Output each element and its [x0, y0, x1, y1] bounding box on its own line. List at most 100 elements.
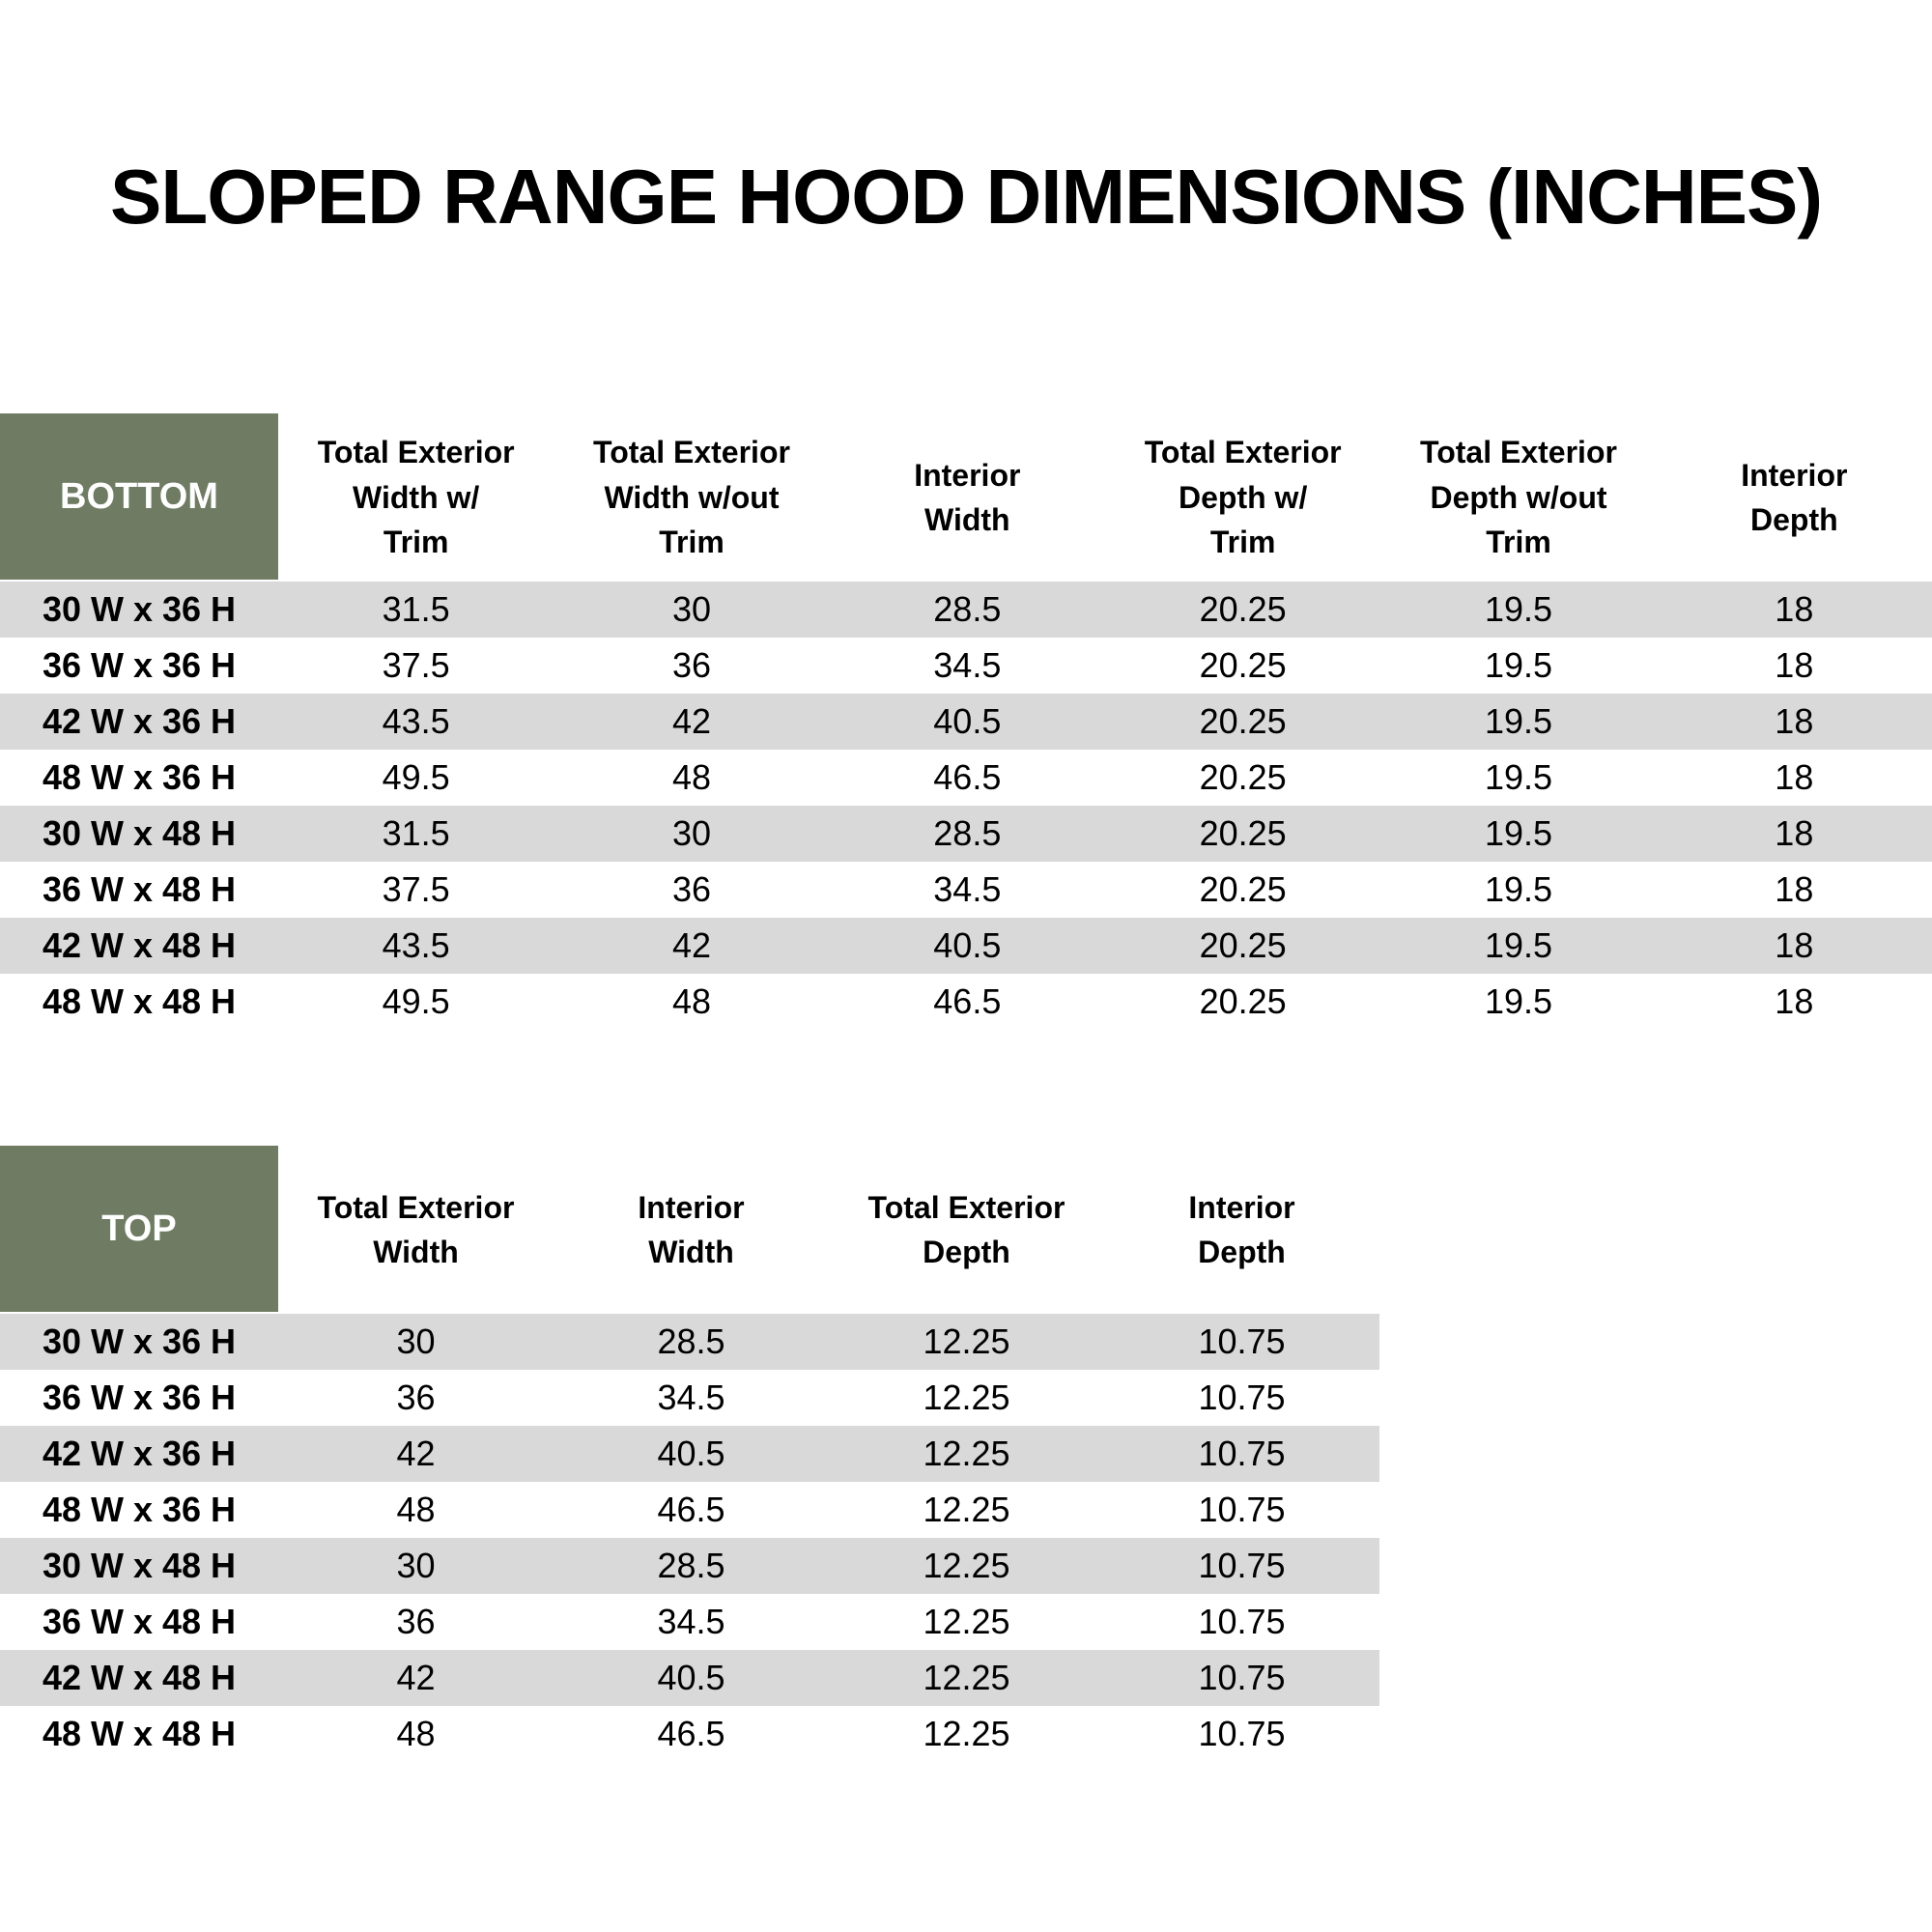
cell-value-5: 18	[1775, 981, 1814, 1021]
column-header-0: Total Exterior Width	[317, 1189, 515, 1269]
cell-value-1: 28.5	[657, 1546, 725, 1585]
table-header-row: TOP Total Exterior Width Interior Width Tot…	[0, 1146, 1379, 1314]
cell-value-3: 10.75	[1198, 1602, 1286, 1641]
cell-value-3: 10.75	[1198, 1546, 1286, 1585]
cell-value-4: 19.5	[1484, 813, 1553, 853]
cell-value-0: 48	[396, 1714, 436, 1753]
cell-value-1: 48	[671, 757, 712, 797]
cell-value-3: 10.75	[1198, 1714, 1286, 1753]
bottom-table-corner-label: BOTTOM	[0, 413, 278, 582]
cell-value-0: 30	[396, 1321, 436, 1361]
cell-value-0: 31.5	[382, 589, 450, 629]
cell-value-2: 46.5	[933, 981, 1002, 1021]
table-row: 36 W x 36 H 36 34.5 12.25 10.75	[0, 1370, 1379, 1426]
cell-value-2: 40.5	[933, 701, 1002, 741]
cell-value-2: 12.25	[923, 1658, 1010, 1697]
cell-value-0: 30	[396, 1546, 436, 1585]
table-row: 30 W x 48 H 30 28.5 12.25 10.75	[0, 1538, 1379, 1594]
cell-value-3: 10.75	[1198, 1434, 1286, 1473]
table-row: 42 W x 48 H 42 40.5 12.25 10.75	[0, 1650, 1379, 1706]
cell-value-3: 20.25	[1199, 813, 1287, 853]
row-label: 48 W x 48 H	[42, 981, 237, 1021]
cell-value-4: 19.5	[1484, 645, 1553, 685]
cell-value-2: 12.25	[923, 1602, 1010, 1641]
row-label: 30 W x 36 H	[42, 589, 237, 629]
column-header-2: Total Exterior Depth	[867, 1189, 1065, 1269]
cell-value-5: 18	[1775, 813, 1814, 853]
cell-value-5: 18	[1775, 701, 1814, 741]
table-row: 42 W x 36 H 42 40.5 12.25 10.75	[0, 1426, 1379, 1482]
cell-value-0: 42	[396, 1658, 436, 1697]
cell-value-5: 18	[1775, 869, 1814, 909]
column-header-4: Total Exterior Depth w/out Trim	[1420, 435, 1617, 560]
cell-value-4: 19.5	[1484, 589, 1553, 629]
cell-value-1: 28.5	[657, 1321, 725, 1361]
cell-value-4: 19.5	[1484, 925, 1553, 965]
cell-value-0: 43.5	[382, 701, 450, 741]
table-row: 48 W x 48 H 49.5 48 46.5 20.25 19.5 18	[0, 974, 1932, 1030]
row-label: 48 W x 36 H	[42, 757, 237, 797]
table-row: 36 W x 48 H 37.5 36 34.5 20.25 19.5 18	[0, 862, 1932, 918]
cell-value-2: 12.25	[923, 1378, 1010, 1417]
cell-value-2: 34.5	[933, 869, 1002, 909]
cell-value-0: 42	[396, 1434, 436, 1473]
cell-value-1: 40.5	[657, 1658, 725, 1697]
cell-value-3: 20.25	[1199, 869, 1287, 909]
cell-value-0: 49.5	[382, 757, 450, 797]
row-label: 36 W x 48 H	[42, 869, 237, 909]
cell-value-1: 36	[671, 645, 712, 685]
cell-value-2: 12.25	[923, 1434, 1010, 1473]
cell-value-4: 19.5	[1484, 757, 1553, 797]
row-label: 30 W x 48 H	[42, 813, 237, 853]
cell-value-2: 28.5	[933, 589, 1002, 629]
cell-value-2: 46.5	[933, 757, 1002, 797]
cell-value-2: 28.5	[933, 813, 1002, 853]
row-label: 42 W x 48 H	[42, 1658, 237, 1697]
cell-value-0: 36	[396, 1378, 436, 1417]
table-row: 36 W x 36 H 37.5 36 34.5 20.25 19.5 18	[0, 638, 1932, 694]
cell-value-2: 12.25	[923, 1321, 1010, 1361]
column-header-1: Interior Width	[638, 1189, 745, 1269]
cell-value-1: 30	[671, 589, 712, 629]
column-header-3: Total Exterior Depth w/ Trim	[1144, 435, 1342, 560]
cell-value-0: 48	[396, 1490, 436, 1529]
cell-value-2: 12.25	[923, 1546, 1010, 1585]
cell-value-1: 34.5	[657, 1602, 725, 1641]
row-label: 42 W x 36 H	[42, 701, 237, 741]
table-row: 42 W x 48 H 43.5 42 40.5 20.25 19.5 18	[0, 918, 1932, 974]
cell-value-2: 40.5	[933, 925, 1002, 965]
table-row: 42 W x 36 H 43.5 42 40.5 20.25 19.5 18	[0, 694, 1932, 750]
cell-value-2: 12.25	[923, 1490, 1010, 1529]
row-label: 42 W x 36 H	[42, 1434, 237, 1473]
cell-value-0: 36	[396, 1602, 436, 1641]
row-label: 30 W x 36 H	[42, 1321, 237, 1361]
cell-value-5: 18	[1775, 645, 1814, 685]
cell-value-0: 37.5	[382, 869, 450, 909]
cell-value-2: 34.5	[933, 645, 1002, 685]
row-label: 30 W x 48 H	[42, 1546, 237, 1585]
row-label: 36 W x 48 H	[42, 1602, 237, 1641]
cell-value-1: 46.5	[657, 1490, 725, 1529]
cell-value-4: 19.5	[1484, 869, 1553, 909]
cell-value-1: 36	[671, 869, 712, 909]
cell-value-3: 20.25	[1199, 981, 1287, 1021]
row-label: 48 W x 36 H	[42, 1490, 237, 1529]
table-row: 48 W x 36 H 48 46.5 12.25 10.75	[0, 1482, 1379, 1538]
column-header-1: Total Exterior Width w/out Trim	[593, 435, 790, 560]
cell-value-3: 20.25	[1199, 925, 1287, 965]
top-table-corner-label: TOP	[0, 1146, 278, 1314]
cell-value-4: 19.5	[1484, 701, 1553, 741]
cell-value-1: 48	[671, 981, 712, 1021]
bottom-dimensions-table: BOTTOM Total Exterior Width w/ Trim Total …	[0, 413, 1932, 1030]
cell-value-5: 18	[1775, 589, 1814, 629]
cell-value-3: 20.25	[1199, 645, 1287, 685]
cell-value-3: 10.75	[1198, 1490, 1286, 1529]
cell-value-0: 49.5	[382, 981, 450, 1021]
cell-value-0: 37.5	[382, 645, 450, 685]
top-dimensions-table: TOP Total Exterior Width Interior Width Tot…	[0, 1146, 1379, 1762]
column-header-3: Interior Depth	[1188, 1189, 1295, 1269]
row-label: 42 W x 48 H	[42, 925, 237, 965]
cell-value-0: 31.5	[382, 813, 450, 853]
table-row: 48 W x 36 H 49.5 48 46.5 20.25 19.5 18	[0, 750, 1932, 806]
